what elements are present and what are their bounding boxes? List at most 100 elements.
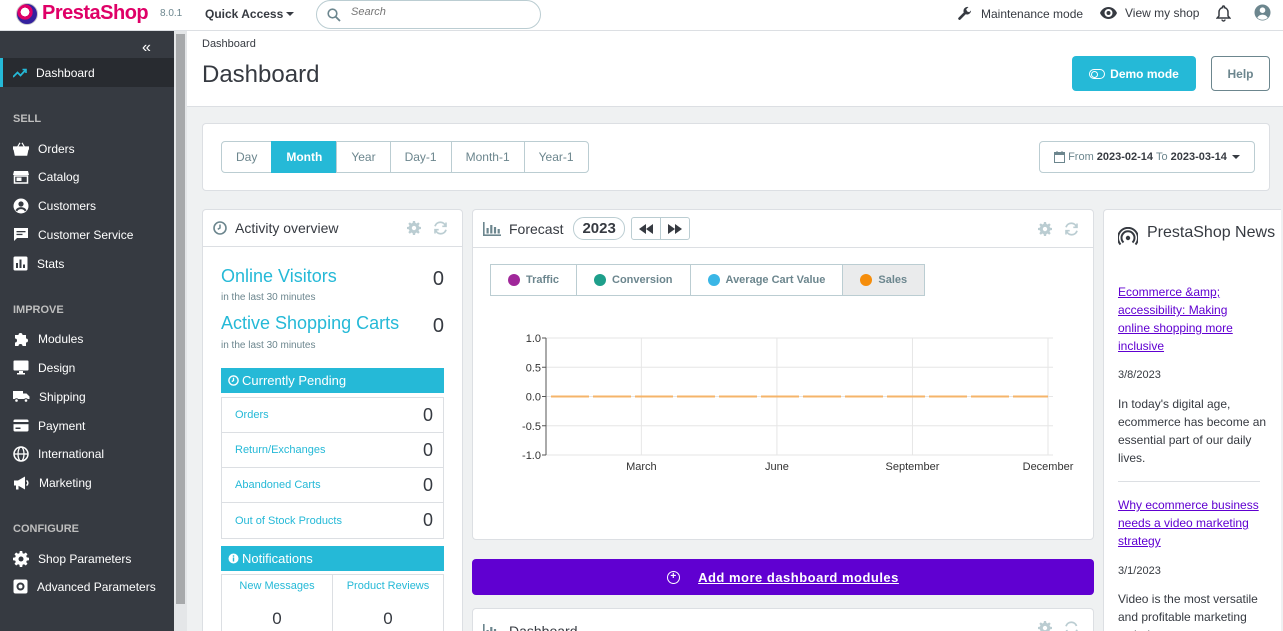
view-my-shop-label: View my shop bbox=[1125, 6, 1200, 20]
refresh-icon[interactable] bbox=[1064, 621, 1079, 631]
pending-out-of-stock-label[interactable]: Out of Stock Products bbox=[235, 514, 342, 527]
maintenance-mode-label: Maintenance mode bbox=[981, 7, 1084, 21]
tab-sales[interactable]: Sales bbox=[842, 264, 926, 296]
sidebar-item-advanced-parameters[interactable]: Advanced Parameters bbox=[0, 572, 174, 601]
activity-overview-header: Activity overview bbox=[203, 210, 462, 247]
period-year-button[interactable]: Year bbox=[336, 141, 391, 173]
sidebar-item-international[interactable]: International bbox=[0, 439, 174, 468]
bar-chart-icon bbox=[483, 221, 501, 236]
scrollbar-thumb[interactable] bbox=[176, 34, 185, 604]
maintenance-mode-link[interactable]: Maintenance mode bbox=[957, 6, 1083, 22]
previous-year-button[interactable] bbox=[630, 217, 661, 240]
list-item[interactable]: Out of Stock Products 0 bbox=[222, 503, 443, 538]
user-account-icon[interactable] bbox=[1254, 4, 1271, 21]
sidebar-item-catalog[interactable]: Catalog bbox=[0, 162, 174, 191]
quick-access-dropdown[interactable]: Quick Access bbox=[205, 7, 295, 21]
demo-mode-button[interactable]: Demo mode bbox=[1072, 56, 1196, 91]
help-button[interactable]: Help bbox=[1211, 56, 1270, 91]
period-selector-panel: Day Month Year Day-1 Month-1 Year-1 From… bbox=[202, 123, 1270, 191]
to-date: 2023-03-14 bbox=[1170, 151, 1227, 163]
configure-gear-icon[interactable] bbox=[1038, 621, 1052, 631]
online-visitors-subtitle: in the last 30 minutes bbox=[221, 292, 316, 303]
settings-box-icon bbox=[13, 579, 28, 594]
store-icon bbox=[13, 170, 29, 184]
period-year-1-button[interactable]: Year-1 bbox=[523, 141, 589, 173]
news-article-link[interactable]: Ecommerce &amp; accessibility: Making on… bbox=[1118, 285, 1233, 353]
sidebar-item-marketing[interactable]: Marketing bbox=[0, 468, 174, 497]
online-visitors-link[interactable]: Online Visitors bbox=[221, 266, 337, 286]
to-label: To bbox=[1156, 151, 1168, 163]
backward-icon bbox=[638, 223, 653, 234]
forecast-header: Forecast 2023 bbox=[473, 210, 1093, 248]
tab-average-cart-value[interactable]: Average Cart Value bbox=[689, 264, 844, 296]
period-day-1-button[interactable]: Day-1 bbox=[389, 141, 452, 173]
collapse-sidebar-icon[interactable]: « bbox=[142, 39, 151, 56]
pending-abandoned-carts-value: 0 bbox=[422, 474, 433, 495]
prestashop-news-panel: PrestaShop News Ecommerce &amp; accessib… bbox=[1103, 209, 1281, 631]
clock-icon bbox=[228, 375, 239, 386]
configure-gear-icon[interactable] bbox=[1038, 222, 1052, 236]
breadcrumb[interactable]: Dashboard bbox=[202, 38, 256, 50]
list-item[interactable]: Return/Exchanges 0 bbox=[222, 433, 443, 468]
product-reviews-cell[interactable]: Product Reviews 0 bbox=[332, 575, 443, 631]
x-tick-label: June bbox=[765, 461, 789, 473]
next-year-button[interactable] bbox=[659, 217, 690, 240]
from-date: 2023-02-14 bbox=[1096, 151, 1154, 163]
calendar-icon bbox=[1054, 151, 1066, 163]
new-messages-cell[interactable]: New Messages 0 bbox=[222, 575, 332, 631]
notifications-title: Notifications bbox=[242, 551, 313, 566]
list-item[interactable]: Orders 0 bbox=[222, 398, 443, 433]
chat-icon bbox=[14, 228, 28, 241]
sidebar-item-payment[interactable]: Payment bbox=[0, 411, 174, 440]
sidebar-item-customers[interactable]: Customers bbox=[0, 191, 174, 220]
period-month-button[interactable]: Month bbox=[271, 141, 338, 173]
search-icon bbox=[327, 8, 341, 22]
sidebar-item-shop-parameters[interactable]: Shop Parameters bbox=[0, 544, 174, 573]
pending-abandoned-carts-label[interactable]: Abandoned Carts bbox=[235, 479, 321, 491]
sidebar-item-label: Advanced Parameters bbox=[37, 579, 156, 594]
tab-conversion[interactable]: Conversion bbox=[576, 264, 691, 296]
sidebar-scrollbar[interactable] bbox=[174, 31, 187, 631]
new-messages-label[interactable]: New Messages bbox=[239, 580, 315, 592]
search-input[interactable] bbox=[351, 6, 531, 18]
pending-orders-label[interactable]: Orders bbox=[235, 409, 269, 421]
sidebar-item-dashboard[interactable]: Dashboard bbox=[0, 58, 174, 87]
sidebar-item-shipping[interactable]: Shipping bbox=[0, 382, 174, 411]
tab-traffic[interactable]: Traffic bbox=[490, 264, 578, 296]
sidebar-item-modules[interactable]: Modules bbox=[0, 324, 174, 353]
search-box[interactable] bbox=[316, 0, 541, 29]
sidebar-item-design[interactable]: Design bbox=[0, 353, 174, 382]
sidebar-item-orders[interactable]: Orders bbox=[0, 134, 174, 163]
sales-dot-icon bbox=[860, 274, 873, 286]
refresh-icon[interactable] bbox=[433, 221, 448, 235]
sidebar-item-stats[interactable]: Stats bbox=[0, 249, 174, 278]
list-item[interactable]: Abandoned Carts 0 bbox=[222, 468, 443, 503]
sidebar-item-label: Customers bbox=[38, 198, 97, 213]
news-article-link[interactable]: Why ecommerce business needs a video mar… bbox=[1118, 498, 1259, 548]
sidebar-item-label: Stats bbox=[37, 256, 65, 271]
section-sell: SELL bbox=[13, 113, 42, 125]
pending-returns-label[interactable]: Return/Exchanges bbox=[235, 444, 326, 456]
forecast-year: 2023 bbox=[573, 217, 625, 240]
period-button-group: Day Month Year Day-1 Month-1 Year-1 bbox=[221, 141, 589, 173]
sidebar-item-customer-service[interactable]: Customer Service bbox=[0, 220, 174, 249]
news-article-summary: Video is the most versatile and profitab… bbox=[1118, 592, 1258, 631]
add-dashboard-modules-button[interactable]: + Add more dashboard modules bbox=[472, 559, 1094, 595]
refresh-icon[interactable] bbox=[1064, 222, 1079, 236]
product-reviews-label[interactable]: Product Reviews bbox=[346, 580, 430, 592]
configure-gear-icon[interactable] bbox=[407, 221, 421, 235]
forecast-line-chart: 1.0 0.5 0.0 -0.5 -1.0 March June September Decem… bbox=[522, 333, 1074, 473]
dashboard-panel-title: Dashboard bbox=[509, 623, 578, 631]
view-my-shop-link[interactable]: View my shop bbox=[1100, 6, 1199, 20]
bell-icon[interactable] bbox=[1216, 5, 1231, 22]
period-month-1-button[interactable]: Month-1 bbox=[450, 141, 525, 173]
eye-icon bbox=[1100, 7, 1117, 19]
news-divider bbox=[1118, 481, 1260, 482]
caret-down-icon bbox=[286, 12, 295, 16]
active-carts-link[interactable]: Active Shopping Carts bbox=[221, 313, 400, 333]
period-day-button[interactable]: Day bbox=[221, 141, 273, 173]
pending-out-of-stock-value: 0 bbox=[422, 510, 433, 530]
date-range-picker[interactable]: From 2023-02-14 To 2023-03-14 bbox=[1039, 141, 1255, 173]
account-circle-icon bbox=[13, 198, 29, 213]
prestashop-logo[interactable]: PrestaShop bbox=[16, 2, 149, 25]
